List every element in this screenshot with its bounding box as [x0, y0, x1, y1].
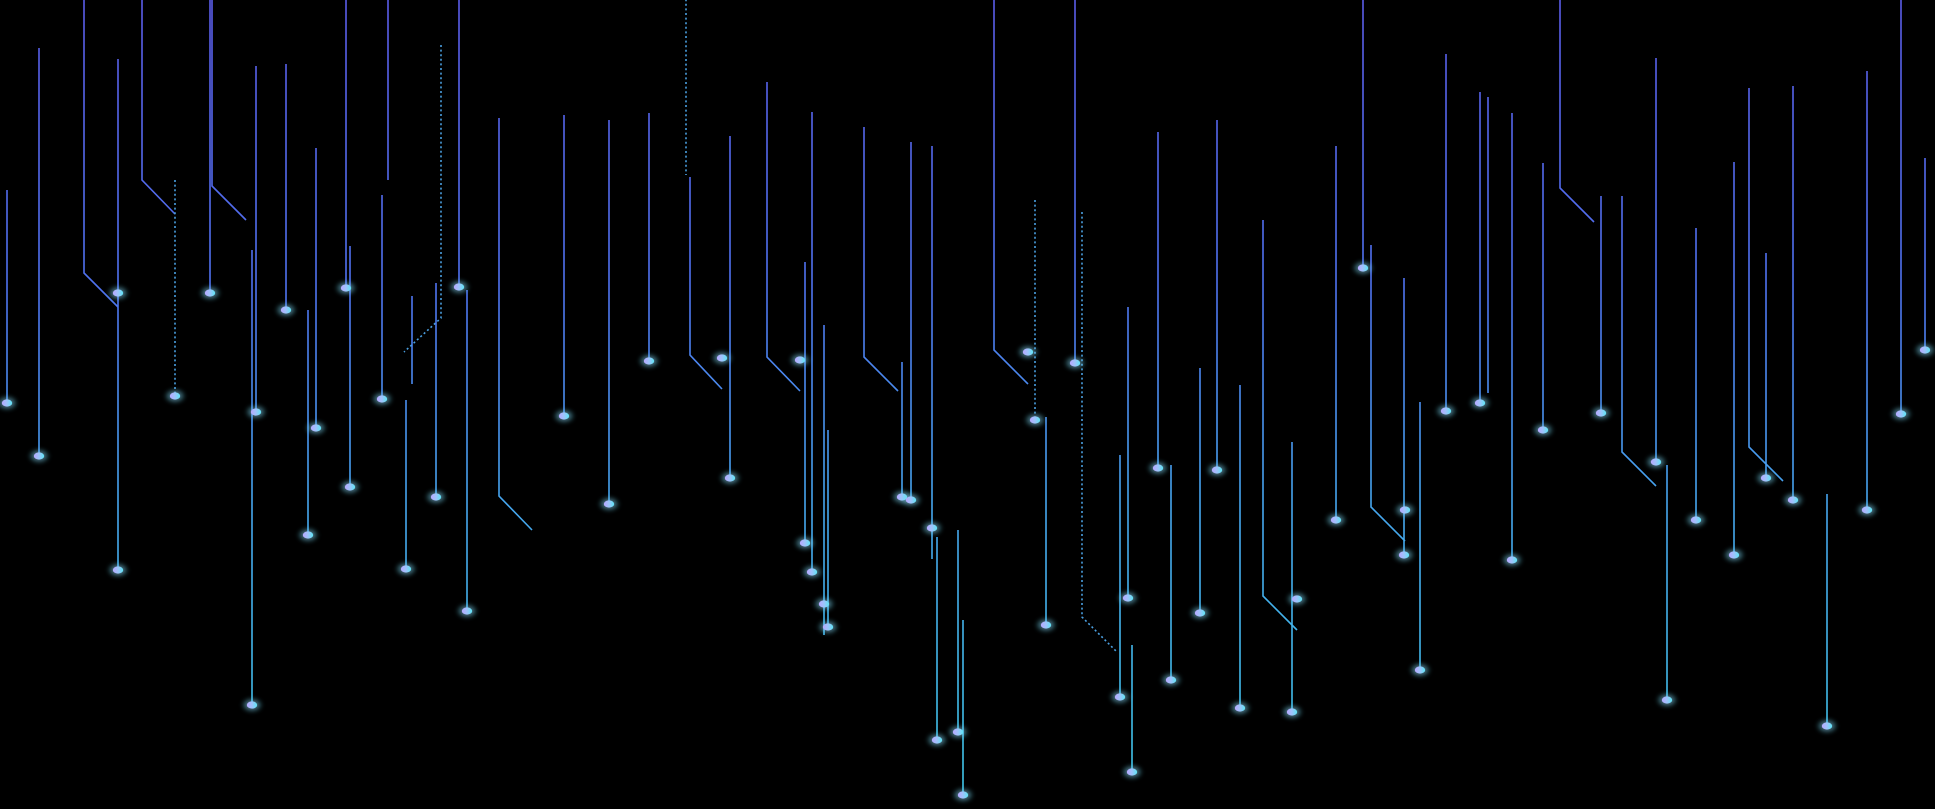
node-dot [558, 412, 570, 420]
node-dot [1357, 264, 1369, 272]
node-dot [1440, 407, 1452, 415]
circuit-trace [1262, 220, 1298, 631]
node-dot [1787, 496, 1799, 504]
node-dot [1152, 464, 1164, 472]
node-dot [794, 356, 806, 364]
node-dot [905, 496, 917, 504]
node-dot [1234, 704, 1246, 712]
node-dot [643, 357, 655, 365]
node-dot [1, 399, 13, 407]
node-dot [430, 493, 442, 501]
node-dot [461, 607, 473, 615]
node-dot [1595, 409, 1607, 417]
node-dot [806, 568, 818, 576]
circuit-trace [1621, 196, 1657, 487]
circuit-trace [1370, 245, 1406, 542]
circuit-trace [498, 118, 533, 531]
node-dot [603, 500, 615, 508]
node-dot [1661, 696, 1673, 704]
circuit-trace [863, 127, 899, 392]
node-dot [310, 424, 322, 432]
node-dot [112, 566, 124, 574]
node-dot [1690, 516, 1702, 524]
node-dot [952, 728, 964, 736]
node-dot [1506, 556, 1518, 564]
node-dot [344, 483, 356, 491]
node-dot [1126, 768, 1138, 776]
node-dot [1029, 416, 1041, 424]
node-dot [1114, 693, 1126, 701]
circuit-trace [1081, 212, 1117, 652]
node-dot [822, 623, 834, 631]
node-dot [799, 539, 811, 547]
node-dot [1022, 348, 1034, 356]
node-dot [1330, 516, 1342, 524]
node-dot [246, 701, 258, 709]
dot-group [0, 260, 1935, 803]
node-dot [112, 289, 124, 297]
node-dot [716, 354, 728, 362]
node-dot [1291, 595, 1303, 603]
node-dot [1919, 346, 1931, 354]
node-dot [1728, 551, 1740, 559]
node-dot [302, 531, 314, 539]
node-dot [1650, 458, 1662, 466]
circuit-trace [83, 0, 119, 308]
node-dot [1069, 359, 1081, 367]
node-dot [376, 395, 388, 403]
node-dot [1398, 551, 1410, 559]
circuit-trace [211, 0, 247, 221]
node-dot [1861, 506, 1873, 514]
node-dot [1399, 506, 1411, 514]
node-dot [1821, 722, 1833, 730]
circuit-trace [1559, 0, 1595, 223]
circuit-trace [689, 177, 723, 390]
node-dot [1194, 609, 1206, 617]
node-dot [1286, 708, 1298, 716]
node-dot [400, 565, 412, 573]
node-dot [1474, 399, 1486, 407]
node-dot [453, 283, 465, 291]
node-dot [1040, 621, 1052, 629]
trace-group [6, 0, 1926, 795]
circuit-trace [993, 0, 1029, 385]
node-dot [204, 289, 216, 297]
node-dot [926, 524, 938, 532]
node-dot [340, 284, 352, 292]
circuit-trace [1748, 88, 1784, 482]
node-dot [1122, 594, 1134, 602]
node-dot [1165, 676, 1177, 684]
node-dot [280, 306, 292, 314]
node-dot [1760, 474, 1772, 482]
node-dot [250, 408, 262, 416]
node-dot [169, 392, 181, 400]
circuit-trace [403, 45, 442, 353]
node-dot [33, 452, 45, 460]
circuit-trace [141, 0, 176, 215]
node-dot [1895, 410, 1907, 418]
node-dot [957, 791, 969, 799]
node-dot [724, 474, 736, 482]
node-dot [818, 600, 830, 608]
node-dot [931, 736, 943, 744]
node-dot [1414, 666, 1426, 674]
circuit-trace [766, 82, 801, 392]
node-dot [1211, 466, 1223, 474]
node-dot [1537, 426, 1549, 434]
